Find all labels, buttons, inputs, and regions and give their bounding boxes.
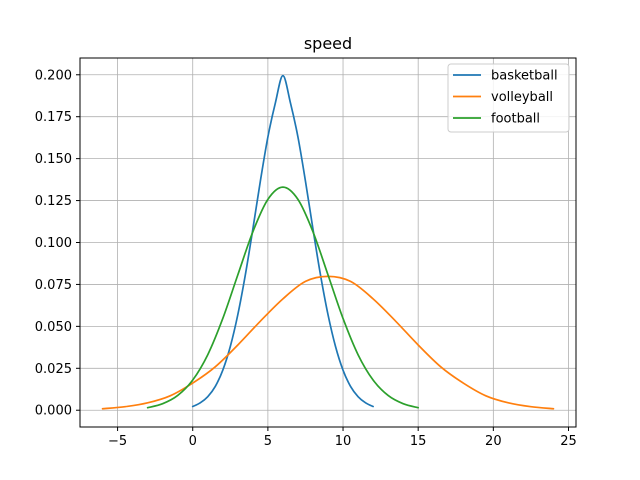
- y-tick-label: 0.000: [35, 404, 72, 419]
- y-tick-label: 0.150: [35, 152, 72, 167]
- y-tick-label: 0.125: [35, 194, 72, 209]
- grid: [80, 58, 576, 427]
- legend: basketball volleyball football: [447, 63, 570, 133]
- x-tick-label: 20: [485, 434, 502, 449]
- y-tick-label: 0.200: [35, 68, 72, 83]
- y-tick-label: 0.175: [35, 110, 72, 125]
- plot-lines: [101, 74, 555, 410]
- chart-title: speed: [304, 34, 352, 53]
- series-line-football: [146, 186, 420, 409]
- series-line-basketball: [191, 74, 374, 408]
- x-tick-label: 10: [335, 434, 352, 449]
- x-tick-label: 15: [410, 434, 427, 449]
- y-tick-label: 0.025: [35, 362, 72, 377]
- x-tick-label: 25: [560, 434, 577, 449]
- legend-label-basketball: basketball: [491, 69, 558, 84]
- y-tick-label: 0.050: [35, 320, 72, 335]
- y-tick-label: 0.075: [35, 278, 72, 293]
- legend-box: [447, 63, 570, 133]
- x-tick-label: 0: [189, 434, 197, 449]
- axis-ticks: −5 0 5 10 15 20 25 0.000 0.025 0.050 0.075 0.100 0.1…: [35, 68, 577, 449]
- x-tick-label: 5: [264, 434, 272, 449]
- legend-label-football: football: [491, 112, 540, 127]
- legend-label-volleyball: volleyball: [491, 90, 553, 105]
- x-tick-label: −5: [108, 434, 127, 449]
- y-tick-label: 0.100: [35, 236, 72, 251]
